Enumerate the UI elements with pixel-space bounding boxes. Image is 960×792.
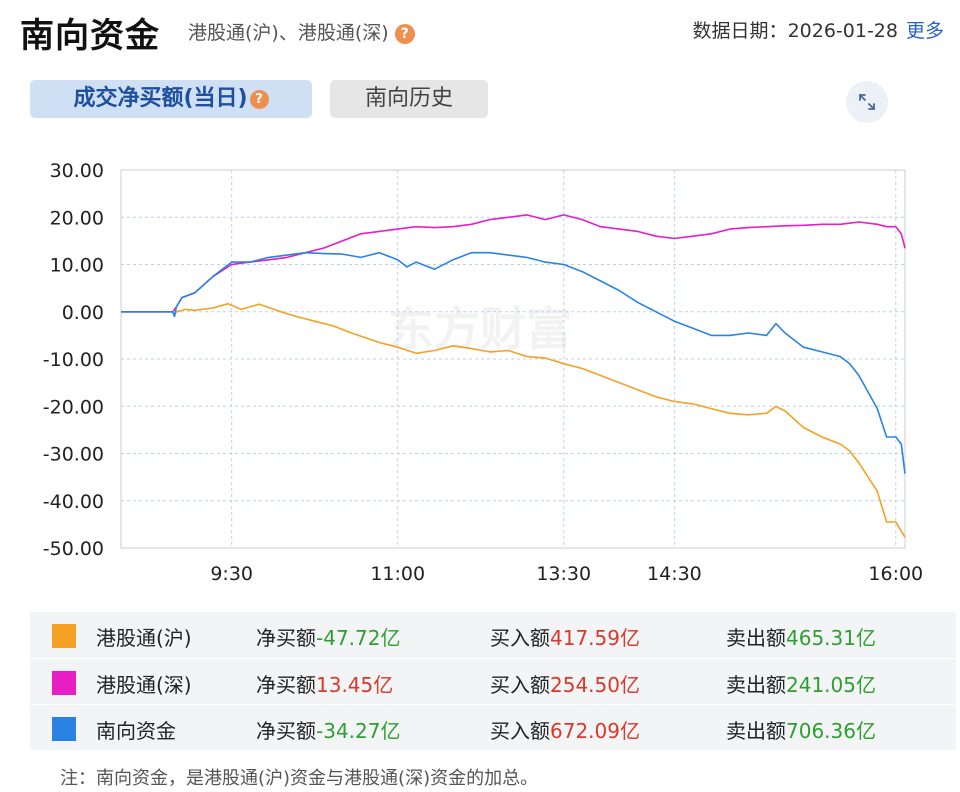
legend-row-sz: 港股通(深) 净买额13.45亿 买入额254.50亿 卖出额241.05亿 xyxy=(30,658,956,704)
legend-net: 净买额-47.72亿 xyxy=(256,622,400,651)
buy-value: 254.50亿 xyxy=(550,673,640,697)
tab-southbound-history[interactable]: 南向历史 xyxy=(330,80,488,118)
sell-value: 465.31亿 xyxy=(786,626,876,650)
x-tick-label: 9:30 xyxy=(210,563,253,585)
page-subtitle: 港股通(沪)、港股通(深)? xyxy=(188,18,415,45)
date-value: 2026-01-28 xyxy=(787,20,898,42)
sell-label: 卖出额 xyxy=(726,673,786,697)
legend-table: 港股通(沪) 净买额-47.72亿 买入额417.59亿 卖出额465.31亿 … xyxy=(30,612,956,750)
buy-value: 672.09亿 xyxy=(550,719,640,743)
buy-value: 417.59亿 xyxy=(550,626,640,650)
legend-row-sh: 港股通(沪) 净买额-47.72亿 买入额417.59亿 卖出额465.31亿 xyxy=(30,612,956,658)
y-tick-label: -50.00 xyxy=(43,538,104,560)
legend-sell: 卖出额465.31亿 xyxy=(726,622,876,651)
tab-daily-net-buy-label: 成交净买额(当日) xyxy=(73,86,248,111)
sell-label: 卖出额 xyxy=(726,719,786,743)
legend-sell: 卖出额241.05亿 xyxy=(726,669,876,698)
x-tick-label: 11:00 xyxy=(370,563,425,585)
y-tick-label: -30.00 xyxy=(43,444,104,466)
subtitle-text: 港股通(沪)、港股通(深) xyxy=(188,22,389,44)
page-title: 南向资金 xyxy=(20,16,160,56)
net-value: 13.45亿 xyxy=(316,673,394,697)
y-tick-label: -10.00 xyxy=(43,349,104,371)
x-tick-label: 16:00 xyxy=(868,563,923,585)
expand-button[interactable] xyxy=(846,81,888,123)
y-tick-label: 10.00 xyxy=(50,255,104,277)
net-label: 净买额 xyxy=(256,673,316,697)
legend-swatch-sz xyxy=(52,671,76,695)
legend-name: 港股通(沪) xyxy=(96,626,192,650)
y-tick-label: 20.00 xyxy=(50,207,104,229)
tab-help-icon[interactable]: ? xyxy=(249,90,269,109)
date-label: 数据日期： xyxy=(692,20,788,42)
tab-daily-net-buy[interactable]: 成交净买额(当日)? xyxy=(30,80,312,118)
net-label: 净买额 xyxy=(256,626,316,650)
expand-icon xyxy=(859,94,875,110)
legend-buy: 买入额254.50亿 xyxy=(490,669,640,698)
buy-label: 买入额 xyxy=(490,719,550,743)
sell-value: 241.05亿 xyxy=(786,673,876,697)
y-tick-label: 30.00 xyxy=(50,160,104,182)
series-line-2 xyxy=(121,251,906,474)
legend-buy: 买入额672.09亿 xyxy=(490,715,640,744)
net-label: 净买额 xyxy=(256,719,316,743)
sell-value: 706.36亿 xyxy=(786,719,876,743)
series-line-1 xyxy=(121,214,906,313)
legend-swatch-sh xyxy=(52,624,76,648)
header: 南向资金 港股通(沪)、港股通(深)? 数据日期：2026-01-28 更多 xyxy=(0,0,960,62)
net-value: -47.72亿 xyxy=(316,626,401,650)
legend-buy: 买入额417.59亿 xyxy=(490,622,640,651)
legend-row-total: 南向资金 净买额-34.27亿 买入额672.09亿 卖出额706.36亿 xyxy=(30,704,956,750)
more-link[interactable]: 更多 xyxy=(905,20,944,42)
net-value: -34.27亿 xyxy=(316,719,401,743)
help-icon[interactable]: ? xyxy=(394,23,415,44)
legend-net: 净买额-34.27亿 xyxy=(256,715,400,744)
data-date: 数据日期：2026-01-28 更多 xyxy=(693,16,944,43)
legend-sell: 卖出额706.36亿 xyxy=(726,715,876,744)
series-line-0 xyxy=(121,302,906,538)
y-tick-label: -20.00 xyxy=(43,396,104,418)
watermark: 东方财富 xyxy=(388,302,572,356)
y-tick-label: 0.00 xyxy=(62,302,104,324)
legend-name: 南向资金 xyxy=(96,719,176,743)
legend-name: 港股通(深) xyxy=(96,673,192,697)
legend-net: 净买额13.45亿 xyxy=(256,669,393,698)
x-tick-label: 14:30 xyxy=(647,563,702,585)
footnote: 注：南向资金，是港股通(沪)资金与港股通(深)资金的加总。 xyxy=(60,768,539,789)
sell-label: 卖出额 xyxy=(726,626,786,650)
buy-label: 买入额 xyxy=(490,626,550,650)
chart: 东方财富 30.00 20.00 10.00 0.00 -10.00 -20.00 -30.… xyxy=(43,160,923,585)
buy-label: 买入额 xyxy=(490,673,550,697)
y-tick-label: -40.00 xyxy=(43,491,104,513)
legend-swatch-total xyxy=(52,717,76,741)
x-tick-label: 13:30 xyxy=(536,563,591,585)
